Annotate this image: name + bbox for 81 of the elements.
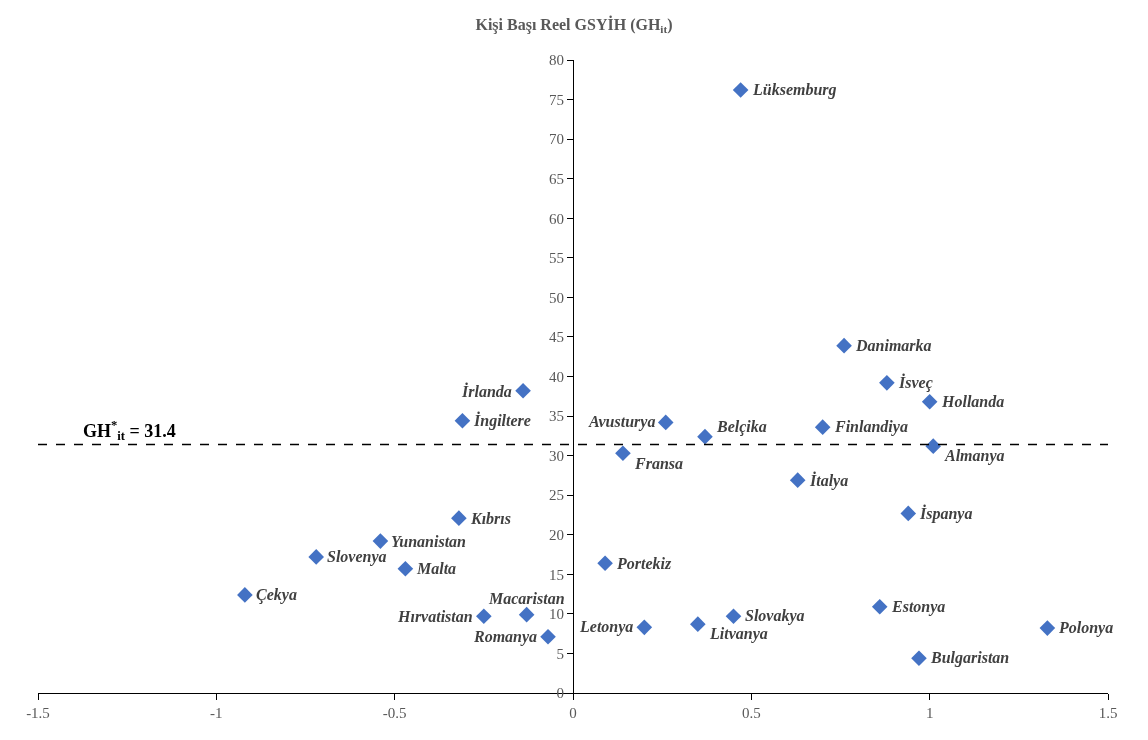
series-label: Bulgaristan: [930, 649, 1010, 667]
y-tick-label: 20: [549, 527, 564, 543]
series-label: Malta: [416, 560, 457, 577]
point: [615, 445, 631, 462]
point: [237, 587, 253, 603]
series-label: Hollanda: [941, 393, 1005, 410]
series-label: Lüksemburg: [752, 81, 837, 99]
point: [900, 505, 917, 522]
point: [879, 375, 895, 391]
y-tick-label: 55: [549, 250, 564, 267]
y-tick-label: 35: [549, 408, 564, 425]
y-tick-label: 15: [549, 566, 564, 583]
point: [789, 472, 806, 488]
point: [911, 650, 927, 666]
point: [657, 414, 674, 431]
point: [871, 598, 888, 615]
point: [515, 382, 531, 399]
series-label: Belçika: [716, 418, 767, 436]
point: [732, 82, 749, 98]
series-label: Polonya: [1058, 619, 1114, 637]
point: [921, 394, 938, 410]
point: [518, 606, 535, 623]
series-label: Romanya: [473, 628, 538, 646]
series-label: Litvanya: [709, 625, 768, 643]
point: [814, 419, 831, 435]
series-label: İtalya: [809, 471, 849, 490]
series-label: Hırvatistan: [397, 608, 473, 625]
point: [372, 533, 389, 549]
series-label: Finlandiya: [834, 418, 908, 436]
y-tick-label: 60: [549, 210, 564, 227]
point: [836, 337, 852, 354]
series-label: Fransa: [634, 455, 684, 472]
series-label: Portekiz: [616, 555, 672, 572]
y-tick-label: 65: [549, 170, 564, 187]
point: [308, 549, 324, 565]
point: [476, 608, 492, 625]
y-tick-label: 30: [549, 447, 564, 464]
y-tick-label: 25: [549, 487, 564, 504]
series-label: Almanya: [944, 447, 1005, 465]
point: [454, 413, 471, 429]
y-tick-label: 45: [549, 329, 564, 346]
x-tick-label: 1: [925, 705, 934, 721]
series-label: Estonya: [891, 598, 946, 616]
point: [397, 560, 414, 577]
series-label: Letonya: [579, 618, 634, 636]
y-tick-label: 80: [549, 52, 564, 69]
series-label: Kıbrıs: [470, 510, 512, 527]
series-label: İspanya: [919, 504, 973, 523]
series-label: Yunanistan: [391, 533, 467, 550]
point: [636, 619, 653, 636]
chart-title: Kişi Başı Reel GSYİH (GH$_{it}$): [475, 14, 673, 36]
point: [697, 428, 713, 445]
series-label: Slovakya: [745, 607, 805, 625]
x-tick-label: 1.5: [1098, 705, 1118, 721]
point: [1039, 620, 1056, 636]
point: [925, 438, 942, 454]
series-label: Danimarka: [855, 337, 932, 354]
series-label: İsveç: [898, 373, 933, 392]
y-tick-label: 10: [549, 606, 564, 623]
point: [451, 510, 467, 526]
y-tick-label: 5: [556, 645, 564, 662]
y-tick-label: 70: [549, 131, 564, 148]
point: [540, 629, 556, 645]
ref-line-label: GH$^{*}$$_{it}$ = 31.4: [83, 418, 176, 444]
y-tick-label: 50: [549, 289, 564, 306]
point: [597, 555, 613, 572]
point: [725, 608, 742, 625]
point: [690, 616, 706, 632]
series-label: Çekya: [256, 586, 297, 604]
x-tick-label: 0.5: [741, 705, 761, 721]
x-tick-label: -1: [210, 705, 223, 721]
x-tick-label: -1.5: [26, 705, 50, 721]
series-label: Slovenya: [327, 548, 387, 566]
series-label: Avusturya: [588, 413, 656, 431]
series-label: İrlanda: [461, 382, 512, 400]
x-tick-label: -0.5: [382, 705, 407, 721]
x-tick-label: 0: [569, 705, 577, 721]
y-tick-label: 75: [549, 91, 564, 108]
series-label: İngiltere: [473, 411, 531, 430]
y-tick-label: 40: [549, 368, 564, 385]
series-label: Macaristan: [488, 590, 565, 607]
